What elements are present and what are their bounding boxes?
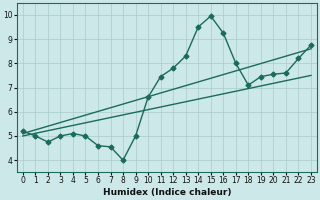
X-axis label: Humidex (Indice chaleur): Humidex (Indice chaleur): [103, 188, 231, 197]
